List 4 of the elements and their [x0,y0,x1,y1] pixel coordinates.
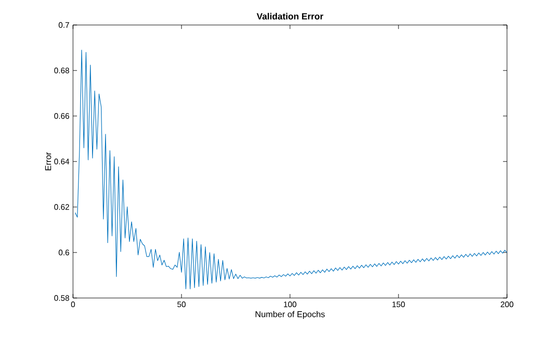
chart-title: Validation Error [256,12,324,20]
y-axis-title: Error [45,152,52,170]
x-axis-title: Number of Epochs [256,311,325,319]
line-series [74,50,508,290]
